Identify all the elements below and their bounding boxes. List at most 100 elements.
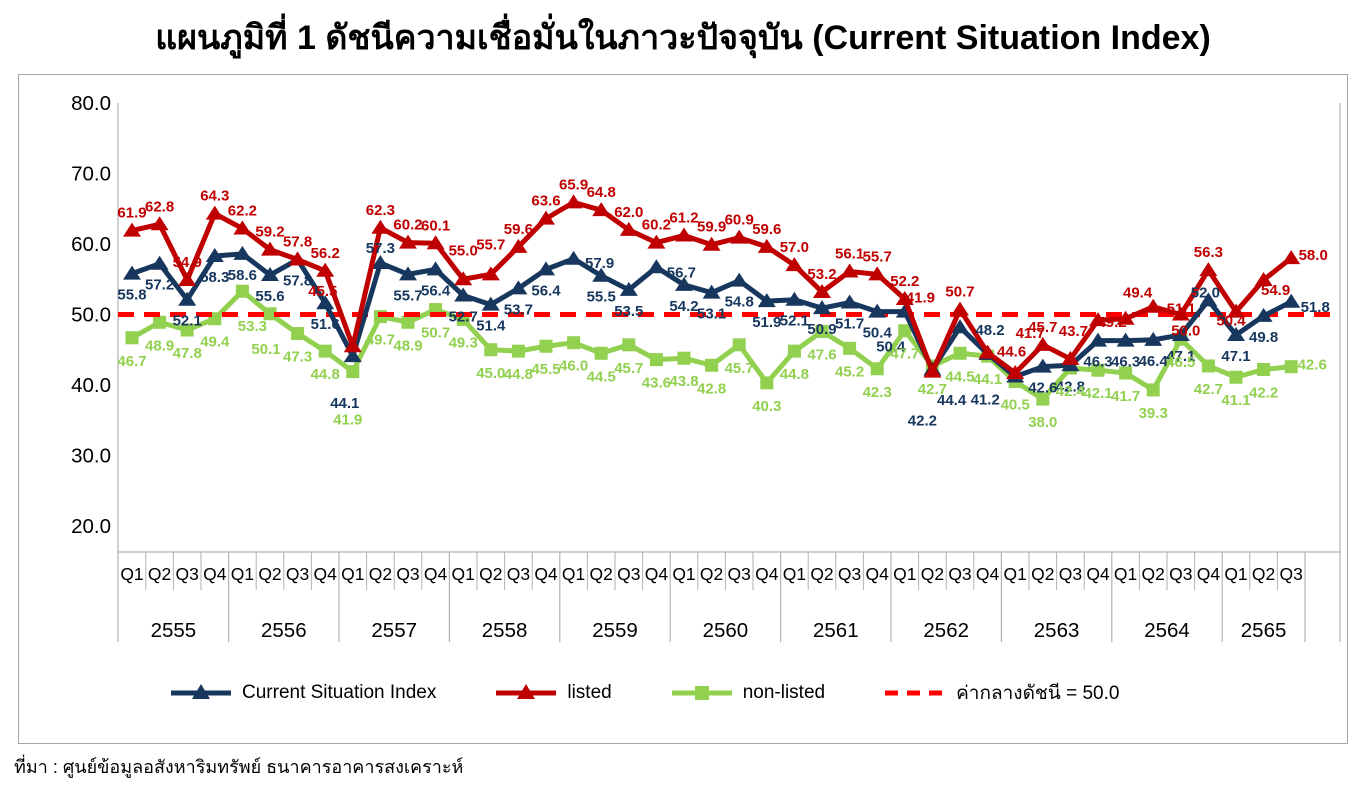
data-label: 55.5 <box>587 289 616 306</box>
svg-text:2557: 2557 <box>371 619 417 642</box>
data-label: 60.9 <box>725 212 754 229</box>
data-label: 54.9 <box>173 254 202 271</box>
data-label: 55.0 <box>449 242 478 259</box>
data-label: 38.0 <box>1028 414 1057 431</box>
data-label: 44.1 <box>330 395 359 412</box>
data-label: 44.8 <box>780 366 809 383</box>
data-label: 60.2 <box>642 217 671 234</box>
data-label: 52.1 <box>173 313 202 330</box>
svg-text:Q4: Q4 <box>203 564 227 584</box>
legend-item-current-situation-index: Current Situation Index <box>169 682 436 704</box>
svg-text:Q3: Q3 <box>1280 564 1303 584</box>
svg-text:Q3: Q3 <box>1059 564 1082 584</box>
data-label: 62.0 <box>614 204 643 221</box>
data-label: 46.5 <box>1166 354 1195 371</box>
data-label: 48.2 <box>975 322 1004 339</box>
data-label: 53.5 <box>614 303 643 320</box>
data-label: 46.7 <box>117 353 146 370</box>
data-label: 55.7 <box>476 236 505 253</box>
data-label: 45.2 <box>835 363 864 380</box>
data-label: 52.1 <box>780 313 809 330</box>
data-label: 47.1 <box>1221 348 1250 365</box>
data-label: 62.8 <box>145 198 174 215</box>
data-label: 51.1 <box>1167 301 1196 318</box>
data-label: 63.6 <box>531 193 560 210</box>
svg-text:2561: 2561 <box>813 619 859 642</box>
data-label: 56.3 <box>1194 244 1223 261</box>
data-label: 46.4 <box>1139 353 1169 370</box>
data-label: 43.6 <box>642 375 671 392</box>
svg-text:Q4: Q4 <box>976 564 1000 584</box>
data-label: 42.6 <box>1028 380 1057 397</box>
svg-text:Q1: Q1 <box>341 564 364 584</box>
data-label: 42.2 <box>908 412 937 429</box>
data-label: 47.1 <box>1166 348 1195 365</box>
data-label: 47.8 <box>173 345 202 362</box>
data-label: 57.3 <box>366 240 395 257</box>
data-label: 47.7 <box>890 346 919 363</box>
data-label: 54.9 <box>1261 282 1290 299</box>
data-label: 42.3 <box>863 384 892 401</box>
data-label: 45.7 <box>614 360 643 377</box>
svg-text:Q1: Q1 <box>452 564 475 584</box>
svg-text:Q3: Q3 <box>838 564 861 584</box>
legend-label: non-listed <box>742 682 826 703</box>
data-label: 57.8 <box>283 234 312 251</box>
data-label: 56.4 <box>421 282 451 299</box>
svg-text:Q2: Q2 <box>810 564 833 584</box>
data-label: 57.9 <box>585 255 614 272</box>
data-label: 41.7 <box>1111 388 1140 405</box>
svg-text:Q4: Q4 <box>645 564 669 584</box>
series-swatch-icon <box>496 684 557 699</box>
legend-label: Current Situation Index <box>242 682 437 703</box>
svg-text:Q2: Q2 <box>700 564 723 584</box>
data-label: 57.8 <box>283 273 312 290</box>
legend-item-listed: listed <box>494 682 612 704</box>
data-label: 60.2 <box>393 217 422 234</box>
legend-label: ค่ากลางดัชนี = 50.0 <box>956 683 1120 704</box>
data-label: 50.4 <box>876 339 906 356</box>
data-label: 43.8 <box>669 373 698 390</box>
data-label: 44.5 <box>587 368 616 385</box>
data-label: 53.1 <box>697 306 726 323</box>
legend-item-non-listed: non-listed <box>670 682 825 704</box>
svg-text:2559: 2559 <box>592 619 638 642</box>
svg-text:Q2: Q2 <box>369 564 392 584</box>
svg-text:Q2: Q2 <box>1031 564 1054 584</box>
svg-text:Q4: Q4 <box>1197 564 1221 584</box>
svg-text:Q2: Q2 <box>258 564 281 584</box>
svg-text:Q1: Q1 <box>672 564 695 584</box>
data-label: 50.4 <box>1216 313 1246 330</box>
data-label: 62.3 <box>366 202 395 219</box>
data-label: 47.3 <box>283 349 312 366</box>
svg-text:Q3: Q3 <box>286 564 309 584</box>
data-label: 54.2 <box>669 298 698 315</box>
data-label: 45.0 <box>476 365 505 382</box>
svg-text:2563: 2563 <box>1034 619 1080 642</box>
data-label: 39.3 <box>1139 405 1168 422</box>
data-label: 45.7 <box>1028 319 1057 336</box>
data-label: 57.2 <box>145 277 174 294</box>
data-label: 58.0 <box>1299 247 1328 264</box>
svg-text:Q2: Q2 <box>1142 564 1165 584</box>
data-label: 54.8 <box>725 294 754 311</box>
data-label: 42.1 <box>1083 385 1112 402</box>
data-label: 45.5 <box>531 361 560 378</box>
data-label: 59.6 <box>504 221 533 238</box>
data-label: 44.8 <box>504 366 533 383</box>
data-label: 51.4 <box>476 318 506 335</box>
data-label: 41.7 <box>1016 325 1045 342</box>
svg-text:Q2: Q2 <box>590 564 613 584</box>
svg-text:2560: 2560 <box>703 619 749 642</box>
svg-text:Q2: Q2 <box>921 564 944 584</box>
dashed-line-swatch-icon <box>885 690 946 696</box>
data-label: 52.0 <box>1191 284 1220 301</box>
data-label: 50.7 <box>421 325 450 342</box>
svg-text:Q3: Q3 <box>396 564 419 584</box>
data-label: 51.9 <box>752 314 781 331</box>
svg-text:Q1: Q1 <box>562 564 585 584</box>
svg-text:Q1: Q1 <box>120 564 143 584</box>
data-label: 64.8 <box>587 184 616 201</box>
data-label: 42.6 <box>1298 357 1327 374</box>
chart-legend: Current Situation Index listed non-listed ค… <box>169 671 1119 715</box>
